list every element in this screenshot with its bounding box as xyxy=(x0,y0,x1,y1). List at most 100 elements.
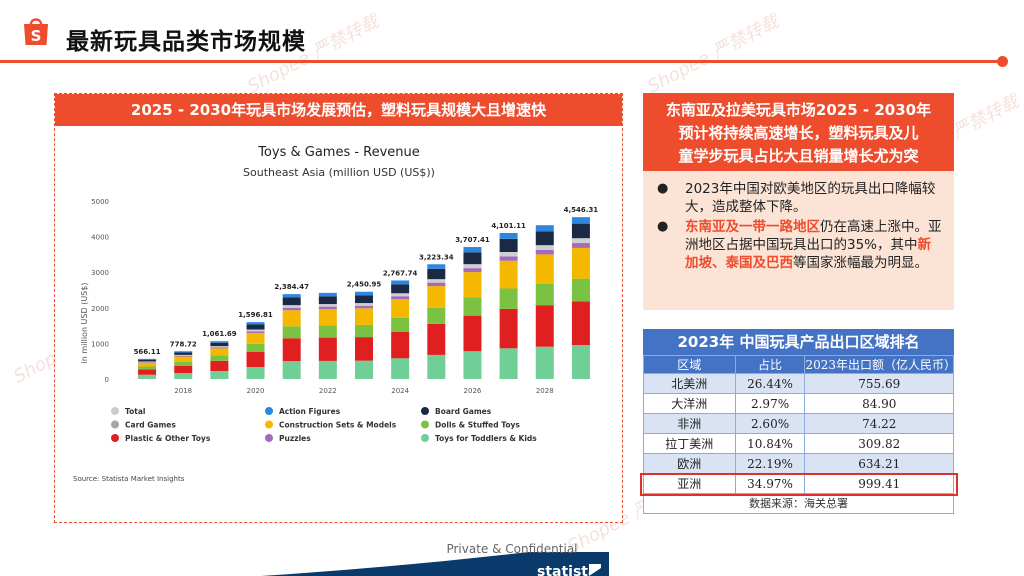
region-cell: 北美洲 xyxy=(643,373,736,394)
bar-segment xyxy=(427,286,446,308)
value-cell: 84.90 xyxy=(804,393,954,414)
bar-segment xyxy=(138,366,157,370)
bar-segment xyxy=(318,309,337,326)
bar-segment xyxy=(391,317,410,332)
legend-label: Construction Sets & Models xyxy=(279,421,397,430)
bar-segment xyxy=(174,365,193,374)
bar-segment xyxy=(571,243,590,248)
x-tick-label: 2018 xyxy=(174,387,192,395)
bar-segment xyxy=(138,369,157,375)
x-tick-label: 2022 xyxy=(319,387,337,395)
bar-segment xyxy=(535,346,554,379)
bar-segment xyxy=(318,337,337,361)
bar-segment xyxy=(499,233,518,239)
bar-segment xyxy=(138,361,157,363)
bar-segment xyxy=(571,278,590,302)
bar-segment xyxy=(391,280,410,285)
legend-swatch xyxy=(265,407,273,415)
legend-label: Puzzles xyxy=(279,434,311,443)
market-outlook-header-line: 童学步玩具占比大且销量增长尤为突 xyxy=(678,147,919,165)
bar-segment xyxy=(427,307,446,324)
bar-segment xyxy=(499,256,518,261)
table-header-row: 区域 占比 2023年出口额（亿人民币） xyxy=(643,355,956,374)
bar-segment xyxy=(246,351,265,368)
bar-segment xyxy=(427,323,446,355)
bar-segment xyxy=(535,254,554,284)
table-source: 数据来源：海关总署 xyxy=(643,494,954,514)
statista-logo-text: statista xyxy=(537,564,597,576)
bar-segment xyxy=(355,303,373,306)
y-tick-label: 5000 xyxy=(91,198,109,206)
bullet-text-part: 等国家涨幅最为明显。 xyxy=(793,255,928,271)
legend-label: Card Games xyxy=(125,421,176,430)
bar-segment xyxy=(138,358,157,360)
bar-segment xyxy=(138,359,157,362)
bar-segment xyxy=(246,367,265,379)
bar-segment xyxy=(210,347,229,349)
bar-segment xyxy=(210,346,229,348)
share-cell: 22.19% xyxy=(734,453,806,474)
asia-row-highlight xyxy=(640,473,958,496)
bar-total-label: 1,596.81 xyxy=(238,311,273,319)
bar-segment xyxy=(535,305,554,347)
legend-label: Total xyxy=(125,407,146,416)
bullet-dot-icon: ● xyxy=(657,219,669,234)
bar-segment xyxy=(427,282,446,287)
column-header: 2023年出口额（亿人民币） xyxy=(804,355,956,374)
header-divider xyxy=(0,60,1000,63)
bar-segment xyxy=(246,322,265,325)
bar-segment xyxy=(355,291,373,296)
bar-segment xyxy=(355,360,373,379)
value-cell: 74.22 xyxy=(804,413,954,434)
bar-segment xyxy=(391,284,410,294)
market-outlook-header-line: 东南亚及拉美玩具市场2025 - 2030年 xyxy=(665,101,932,119)
bar-total-label: 4,546.31 xyxy=(564,206,599,214)
bar-segment xyxy=(318,296,337,305)
bar-total-label: 3,707.41 xyxy=(455,236,490,244)
share-cell: 2.97% xyxy=(734,393,806,414)
bullet-text-part: 仍在高速上涨中。亚洲地区占据中国玩具出口的35%，其中 xyxy=(685,219,942,253)
bar-segment xyxy=(463,264,482,269)
bar-segment xyxy=(174,355,193,357)
bar-total-label: 1,061.69 xyxy=(202,330,237,338)
bullet-text: 2023年中国对欧美地区的玩具出口降幅较大，造成整体下降。 xyxy=(685,181,936,215)
bar-segment xyxy=(499,308,518,349)
bar-segment xyxy=(210,355,229,361)
table-row: 拉丁美洲 10.84% 309.82 xyxy=(643,433,954,454)
x-tick-label: 2028 xyxy=(536,387,554,395)
chart-title: Toys & Games - Revenue xyxy=(257,145,420,160)
bar-segment xyxy=(499,251,518,257)
bar-segment xyxy=(463,252,482,265)
y-tick-label: 4000 xyxy=(91,234,109,242)
bar-segment xyxy=(499,348,518,379)
bar-segment xyxy=(282,305,301,308)
table-row: 北美洲 26.44% 755.69 xyxy=(643,373,954,394)
legend-swatch xyxy=(265,420,273,429)
bar-segment xyxy=(138,362,157,367)
bar-segment xyxy=(174,352,193,355)
bar-segment xyxy=(282,338,301,362)
bullet-item: ● 东南亚及一带一路地区仍在高速上涨中。亚洲地区占据中国玩具出口的35%，其中新… xyxy=(657,218,944,272)
bullet-dot-icon: ● xyxy=(657,181,669,196)
region-cell: 亚洲 xyxy=(643,473,736,494)
footer-confidential: Private & Confidential xyxy=(446,542,578,556)
bar-segment xyxy=(499,260,518,289)
legend-label: Action Figures xyxy=(279,407,341,416)
bar-segment xyxy=(571,223,590,239)
legend-swatch xyxy=(265,434,273,442)
table-row: 亚洲 34.97% 999.41 xyxy=(643,473,954,494)
bar-segment xyxy=(391,299,410,318)
bar-segment xyxy=(463,351,482,379)
y-tick-label: 3000 xyxy=(91,269,109,277)
bar-total-label: 2,767.74 xyxy=(383,269,418,277)
header-divider-dot xyxy=(997,56,1008,67)
bar-segment xyxy=(282,326,301,339)
chart-panel: 2025 - 2030年玩具市场发展预估，塑料玩具规模大且增速快 Toys & … xyxy=(54,93,623,576)
bar-segment xyxy=(571,345,590,379)
bar-segment xyxy=(318,360,337,379)
bar-segment xyxy=(246,331,265,333)
bar-segment xyxy=(174,351,193,353)
legend-swatch xyxy=(421,407,429,415)
bar-segment xyxy=(282,307,301,311)
highlight-region: 东南亚及一带一路地区 xyxy=(685,219,820,235)
